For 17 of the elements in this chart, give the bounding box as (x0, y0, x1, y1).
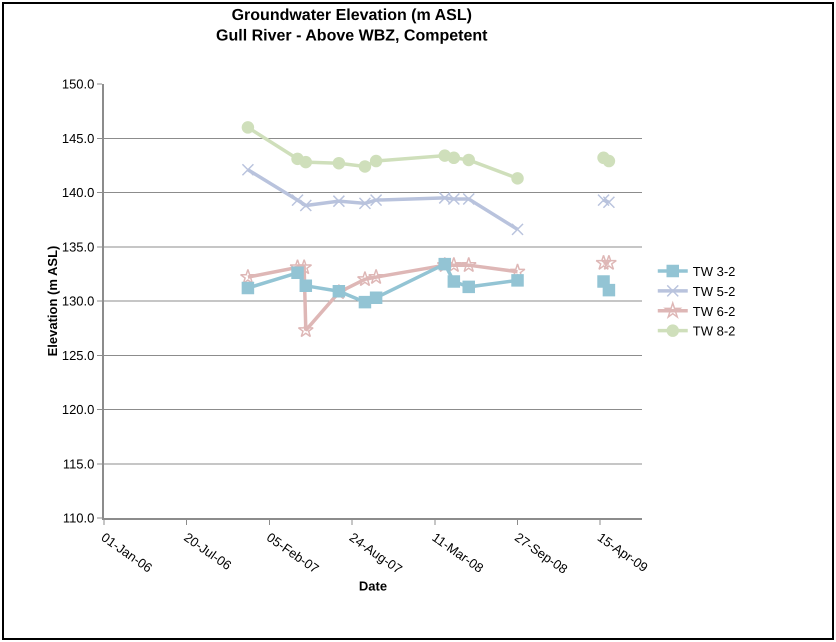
y-tick-label: 150.0 (62, 76, 94, 92)
x-axis-title: Date (358, 578, 388, 594)
legend-label: TW 3-2 (692, 264, 736, 280)
y-tick-label: 120.0 (62, 402, 94, 418)
legend-label: TW 6-2 (692, 304, 736, 319)
y-axis-title: Elevation (m ASL) (44, 246, 60, 356)
legend-label: TW 5-2 (692, 284, 736, 299)
y-tick-label: 145.0 (62, 130, 94, 146)
y-tick-label: 130.0 (62, 294, 94, 309)
y-tick-label: 125.0 (62, 348, 94, 363)
y-tick-label: 110.0 (62, 510, 94, 526)
y-tick-label: 115.0 (62, 456, 94, 472)
chart-title: Groundwater Elevation (m ASL) (232, 6, 472, 24)
chart-subtitle: Gull River - Above WBZ, Competent (216, 28, 488, 45)
legend-label: TW 8-2 (692, 324, 736, 339)
y-tick-label: 140.0 (62, 185, 94, 200)
y-tick-label: 135.0 (62, 239, 94, 254)
